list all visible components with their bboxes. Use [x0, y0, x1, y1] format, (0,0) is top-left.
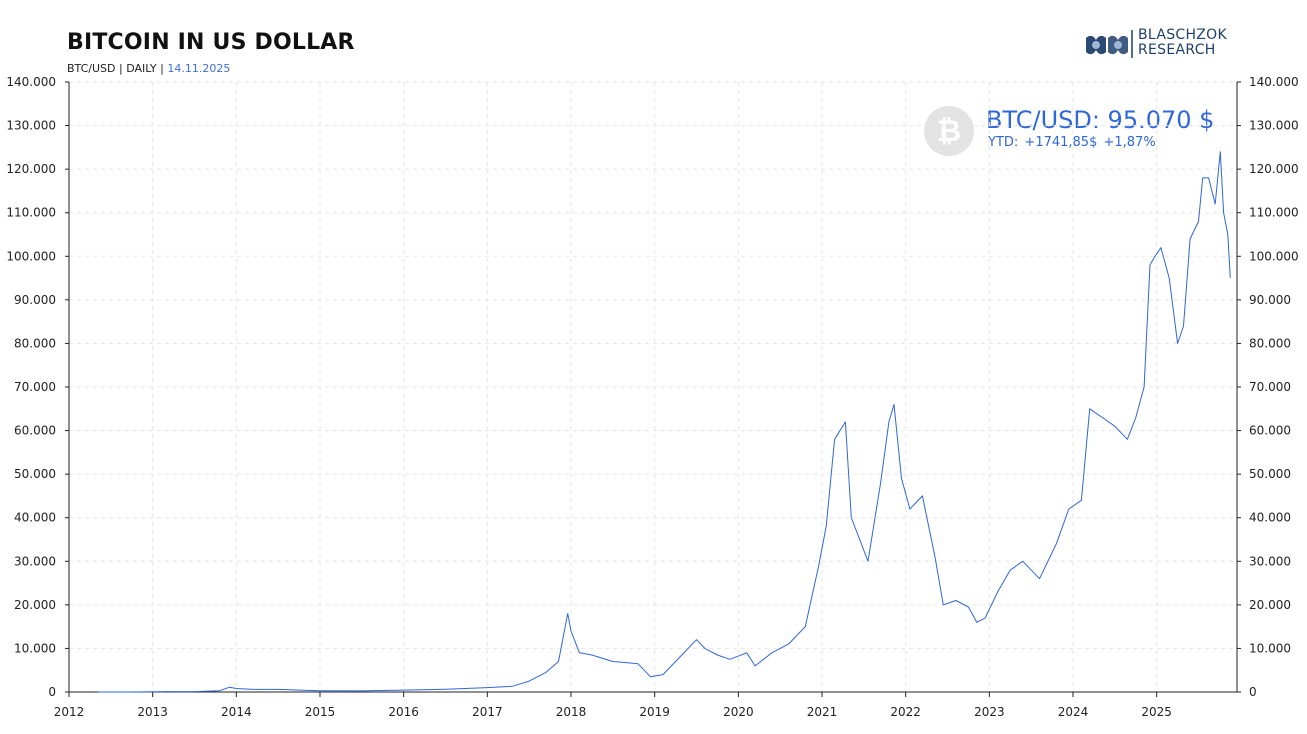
y-tick-label-left: 50.000: [14, 467, 56, 481]
y-tick-label-left: 110.000: [6, 206, 56, 220]
x-tick-label: 2013: [137, 705, 168, 719]
y-tick-label-right: 30.000: [1249, 554, 1291, 568]
y-tick-label-right: 110.000: [1249, 206, 1299, 220]
y-tick-label-left: 20.000: [14, 598, 56, 612]
y-tick-label-left: 100.000: [6, 249, 56, 263]
y-tick-label-right: 90.000: [1249, 293, 1291, 307]
y-tick-label-left: 0: [48, 685, 56, 699]
chart-title: BITCOIN IN US DOLLAR: [67, 30, 355, 55]
y-tick-label-left: 140.000: [6, 75, 56, 89]
logo-icon: [1086, 30, 1133, 58]
y-tick-label-left: 70.000: [14, 380, 56, 394]
y-tick-label-left: 40.000: [14, 511, 56, 525]
price-label: BTC/USD: 95.070 $: [986, 106, 1215, 134]
x-tick-label: 2019: [639, 705, 670, 719]
ytd-percent: +1,87%: [1103, 135, 1156, 150]
x-tick-label: 2014: [221, 705, 252, 719]
y-tick-label-left: 120.000: [6, 162, 56, 176]
bitcoin-glyph: ₿: [936, 113, 962, 149]
y-tick-label-left: 80.000: [14, 336, 56, 350]
ytd-label: YTD:: [988, 135, 1019, 150]
logo-line1: BLASCHZOK: [1138, 27, 1227, 43]
x-tick-label: 2016: [388, 705, 419, 719]
x-tick-label: 2015: [305, 705, 336, 719]
y-tick-label-right: 130.000: [1249, 119, 1299, 133]
y-tick-label-right: 120.000: [1249, 162, 1299, 176]
y-tick-label-left: 60.000: [14, 424, 56, 438]
grid-lines: [69, 81, 1237, 692]
x-tick-label: 2017: [472, 705, 503, 719]
y-tick-label-left: 10.000: [14, 641, 56, 655]
y-tick-label-left: 30.000: [14, 554, 56, 568]
y-tick-label-right: 40.000: [1249, 511, 1291, 525]
y-tick-label-left: 130.000: [6, 119, 56, 133]
y-tick-label-right: 80.000: [1249, 336, 1291, 350]
y-tick-label-right: 60.000: [1249, 424, 1291, 438]
subtitle-prefix: BTC/USD | DAILY |: [67, 62, 164, 75]
logo-line2: RESEARCH: [1138, 42, 1216, 58]
series-line: [98, 151, 1231, 693]
x-tick-label: 2022: [890, 705, 921, 719]
y-ticks-left: 0 10.000 20.000 30.000 40.000 50.000 60.000 70.…: [6, 75, 56, 699]
y-tick-label-left: 90.000: [14, 293, 56, 307]
bitcoin-icon: ₿: [924, 106, 974, 156]
ytd-absolute: +1741,85$: [1024, 135, 1098, 150]
x-tick-label: 2021: [807, 705, 838, 719]
y-tick-label-right: 20.000: [1249, 598, 1291, 612]
y-tick-label-right: 100.000: [1249, 249, 1299, 263]
y-ticks-right: 0 10.000 20.000 30.000 40.000 50.000 60.000 70.…: [1249, 75, 1299, 699]
subtitle-date: 14.11.2025: [167, 62, 231, 75]
chart-subtitle: BTC/USD | DAILY | 14.11.2025: [67, 62, 230, 75]
y-tick-label-right: 70.000: [1249, 380, 1291, 394]
x-tick-label: 2024: [1058, 705, 1089, 719]
x-tick-label: 2012: [54, 705, 85, 719]
x-ticks: 2012 2013 2014 2015 2016 2017 2018 2019 2020 2021…: [54, 705, 1172, 719]
y-tick-label-right: 50.000: [1249, 467, 1291, 481]
x-tick-label: 2020: [723, 705, 754, 719]
y-tick-label-right: 140.000: [1249, 75, 1299, 89]
ytd-line: YTD: +1741,85$ +1,87%: [988, 135, 1156, 150]
x-tick-label: 2018: [556, 705, 587, 719]
x-tick-label: 2025: [1141, 705, 1172, 719]
y-tick-label-right: 0: [1249, 685, 1257, 699]
y-tick-label-right: 10.000: [1249, 641, 1291, 655]
axes: [65, 81, 1241, 697]
x-tick-label: 2023: [974, 705, 1005, 719]
logo-text: BLASCHZOK RESEARCH: [1138, 28, 1227, 58]
